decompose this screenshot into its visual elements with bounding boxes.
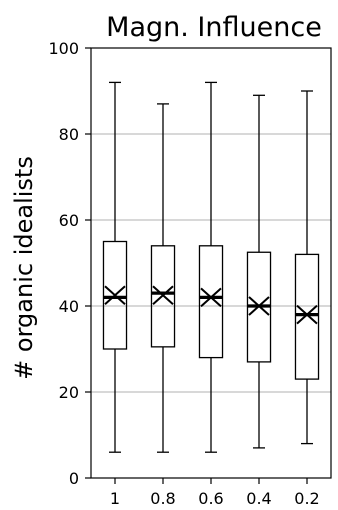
iqr-box bbox=[294, 253, 320, 380]
iqr-box bbox=[198, 245, 224, 359]
box-group bbox=[294, 90, 320, 445]
box-group bbox=[102, 81, 128, 453]
mean-marker-stroke bbox=[296, 304, 318, 325]
mean-marker bbox=[200, 287, 222, 308]
mean-marker-stroke bbox=[248, 296, 270, 316]
x-tick-label: 0.2 bbox=[294, 489, 319, 508]
mean-marker bbox=[248, 296, 270, 316]
x-tick-label: 1 bbox=[110, 489, 120, 508]
y-tick-label: 80 bbox=[59, 125, 79, 144]
y-tick-label: 0 bbox=[69, 469, 79, 488]
label-layer: Magn. Influence # organic idealists bbox=[10, 12, 322, 380]
y-tick-label: 40 bbox=[59, 297, 79, 316]
axis-layer: 0 20 40 60 80 100 1 0.8 0.6 0.4 0.2 bbox=[48, 39, 332, 508]
box-group bbox=[198, 81, 224, 453]
box-group bbox=[246, 94, 272, 449]
box-group bbox=[150, 103, 176, 453]
y-tick-label: 100 bbox=[48, 39, 79, 58]
iqr-box bbox=[102, 240, 128, 350]
x-tick-label: 0.6 bbox=[198, 489, 223, 508]
y-tick-label: 60 bbox=[59, 211, 79, 230]
box-layer bbox=[102, 81, 320, 453]
mean-marker-stroke bbox=[152, 285, 174, 305]
mean-marker bbox=[104, 285, 126, 305]
mean-marker bbox=[296, 304, 318, 325]
x-tick-label: 0.4 bbox=[246, 489, 271, 508]
mean-marker-stroke bbox=[200, 287, 222, 308]
y-tick-label: 20 bbox=[59, 383, 79, 402]
mean-marker-stroke bbox=[104, 285, 126, 305]
y-axis-label: # organic idealists bbox=[10, 156, 38, 380]
chart-title: Magn. Influence bbox=[106, 12, 322, 43]
x-tick-label: 0.8 bbox=[150, 489, 175, 508]
iqr-box bbox=[150, 245, 176, 348]
mean-marker bbox=[152, 285, 174, 305]
